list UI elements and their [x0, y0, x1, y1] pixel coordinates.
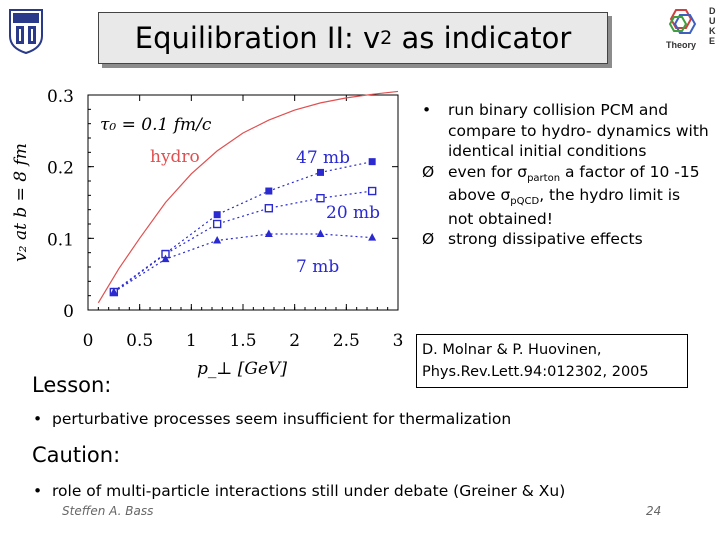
title-text-rest: as indicator: [392, 21, 572, 55]
y-tick-label: 0.3: [47, 87, 74, 107]
x-tick-label: 0.5: [126, 331, 153, 351]
title-text-main: Equilibration II: v: [134, 21, 381, 55]
title-subscript: 2: [380, 27, 393, 49]
reference-box: D. Molnar & P. Huovinen, Phys.Rev.Lett.9…: [416, 334, 688, 388]
bullet-item-pcm: • run binary collision PCM and compare t…: [420, 100, 710, 162]
lesson-bullet: • perturbative processes seem insufficie…: [33, 410, 511, 428]
reference-authors: D. Molnar & P. Huovinen,: [422, 342, 602, 358]
x-axis-label: p_⊥ [GeV]: [197, 359, 287, 379]
marker-triangle: [109, 287, 118, 296]
sigma-subscript-parton: parton: [527, 172, 561, 184]
caution-bullet-text: role of multi-particle interactions stil…: [52, 482, 566, 500]
marker-open-square: [367, 186, 377, 196]
series-label: hydro: [150, 147, 200, 167]
tau0-annotation: τ₀ = 0.1 fm/c: [100, 115, 212, 135]
arrow-bullet-icon: Ø: [422, 230, 435, 249]
x-tick-label: 3: [393, 331, 404, 351]
x-tick-label: 2: [289, 331, 300, 351]
y-axis-label: v₂ at b = 8 fm: [11, 143, 31, 262]
y-tick-label: 0.2: [47, 159, 74, 179]
bullet-text-mid: a factor of 10 -15 above σ: [448, 162, 700, 205]
series-label: 20 mb: [326, 203, 380, 223]
marker-square: [265, 187, 273, 195]
bullet-symbol: •: [33, 410, 43, 428]
bullet-text-post: , the hydro limit is not obtained!: [448, 186, 681, 228]
series-line-hydro: [97, 90, 399, 304]
lesson-bullet-text: perturbative processes seem insufficient…: [52, 410, 512, 428]
x-tick-label: 1: [186, 331, 197, 351]
caution-heading: Caution:: [32, 443, 121, 467]
marker-square: [368, 158, 376, 166]
duke-shield-logo: [9, 9, 43, 54]
x-tick-label: 2.5: [333, 331, 360, 351]
bullet-item-sigma: Ø even for σparton a factor of 10 -15 ab…: [420, 162, 710, 229]
bullet-symbol: •: [33, 482, 43, 500]
marker-triangle: [264, 229, 273, 238]
marker-open-square: [264, 204, 274, 213]
bullet-list: • run binary collision PCM and compare t…: [420, 100, 710, 250]
bullet-symbol: •: [422, 101, 432, 119]
sigma-subscript-pqcd: pQCD: [510, 196, 540, 208]
series-label: 7 mb: [296, 257, 339, 277]
x-tick-label: 0: [83, 331, 94, 351]
theory-logo-text: Theory: [666, 40, 696, 50]
marker-triangle: [368, 233, 377, 241]
marker-triangle: [316, 229, 325, 238]
bullet-text: run binary collision PCM and compare to …: [448, 101, 709, 161]
marker-triangle: [213, 235, 222, 244]
page-number: 24: [646, 504, 662, 518]
bullet-text: strong dissipative effects: [448, 230, 643, 249]
marker-square: [317, 168, 324, 176]
arrow-bullet-icon: Ø: [422, 162, 435, 181]
marker-open-square: [316, 193, 325, 203]
series-label: 47 mb: [296, 148, 350, 168]
caution-bullet: • role of multi-particle interactions st…: [33, 482, 565, 500]
marker-triangle: [161, 254, 170, 263]
lesson-heading: Lesson:: [32, 373, 112, 397]
y-tick-label: 0.1: [47, 230, 74, 250]
y-tick-label: 0: [63, 302, 74, 322]
series-line-7-mb: [113, 233, 373, 293]
author-footer: Steffen A. Bass: [62, 504, 154, 518]
series-line-20-mb: [113, 190, 373, 293]
v2-chart: 0 0.5 1 1.5 2 2.5 3 0 0.1 0.2 0.3 p_⊥ [GeV] v₂ at b …: [11, 87, 404, 379]
bullet-item-dissipative: Ø strong dissipative effects: [420, 229, 710, 250]
marker-square: [213, 211, 221, 219]
bullet-text-pre: even for σ: [448, 162, 528, 181]
reference-journal: Phys.Rev.Lett.94:012302, 2005: [422, 364, 649, 381]
marker-open-square: [212, 219, 222, 229]
x-tick-label: 1.5: [229, 331, 256, 351]
